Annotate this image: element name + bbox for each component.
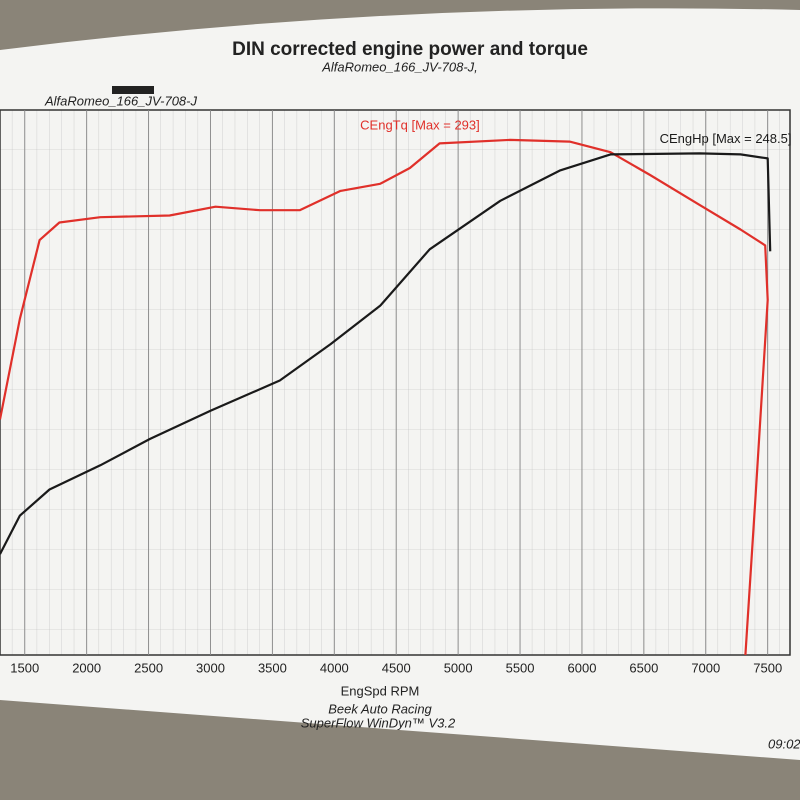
x-tick-label: 4500: [382, 660, 411, 675]
subtitle: AlfaRomeo_166_JV-708-J,: [321, 59, 478, 74]
footer: Beek Auto Racing: [328, 701, 432, 716]
x-tick-label: 3500: [258, 660, 287, 675]
time: 09:02: [768, 736, 800, 751]
x-tick-label: 5500: [506, 660, 535, 675]
x-axis-label: EngSpd RPM: [341, 683, 420, 698]
series-label: CEngHp [Max = 248.5]: [660, 131, 792, 146]
x-tick-label: 2500: [134, 660, 163, 675]
x-tick-label: 7500: [753, 660, 782, 675]
header: AlfaRomeo_166_JV-708-J: [44, 93, 197, 108]
x-tick-label: 2000: [72, 660, 101, 675]
footer: SuperFlow WinDyn™ V3.2: [301, 715, 456, 730]
chart-title: DIN corrected engine power and torque: [232, 39, 588, 60]
x-tick-label: 7000: [691, 660, 720, 675]
x-tick-label: 4000: [320, 660, 349, 675]
x-tick-label: 6500: [629, 660, 658, 675]
x-tick-label: 5000: [444, 660, 473, 675]
marker: [112, 86, 154, 94]
line: [0, 138, 769, 656]
x-tick-label: 3000: [196, 660, 225, 675]
series-label: CEngTq [Max = 293]: [360, 117, 480, 132]
x-tick-label: 6000: [568, 660, 597, 675]
plot-area: [0, 109, 791, 656]
x-tick-label: 1500: [10, 660, 39, 675]
line: [0, 152, 772, 555]
